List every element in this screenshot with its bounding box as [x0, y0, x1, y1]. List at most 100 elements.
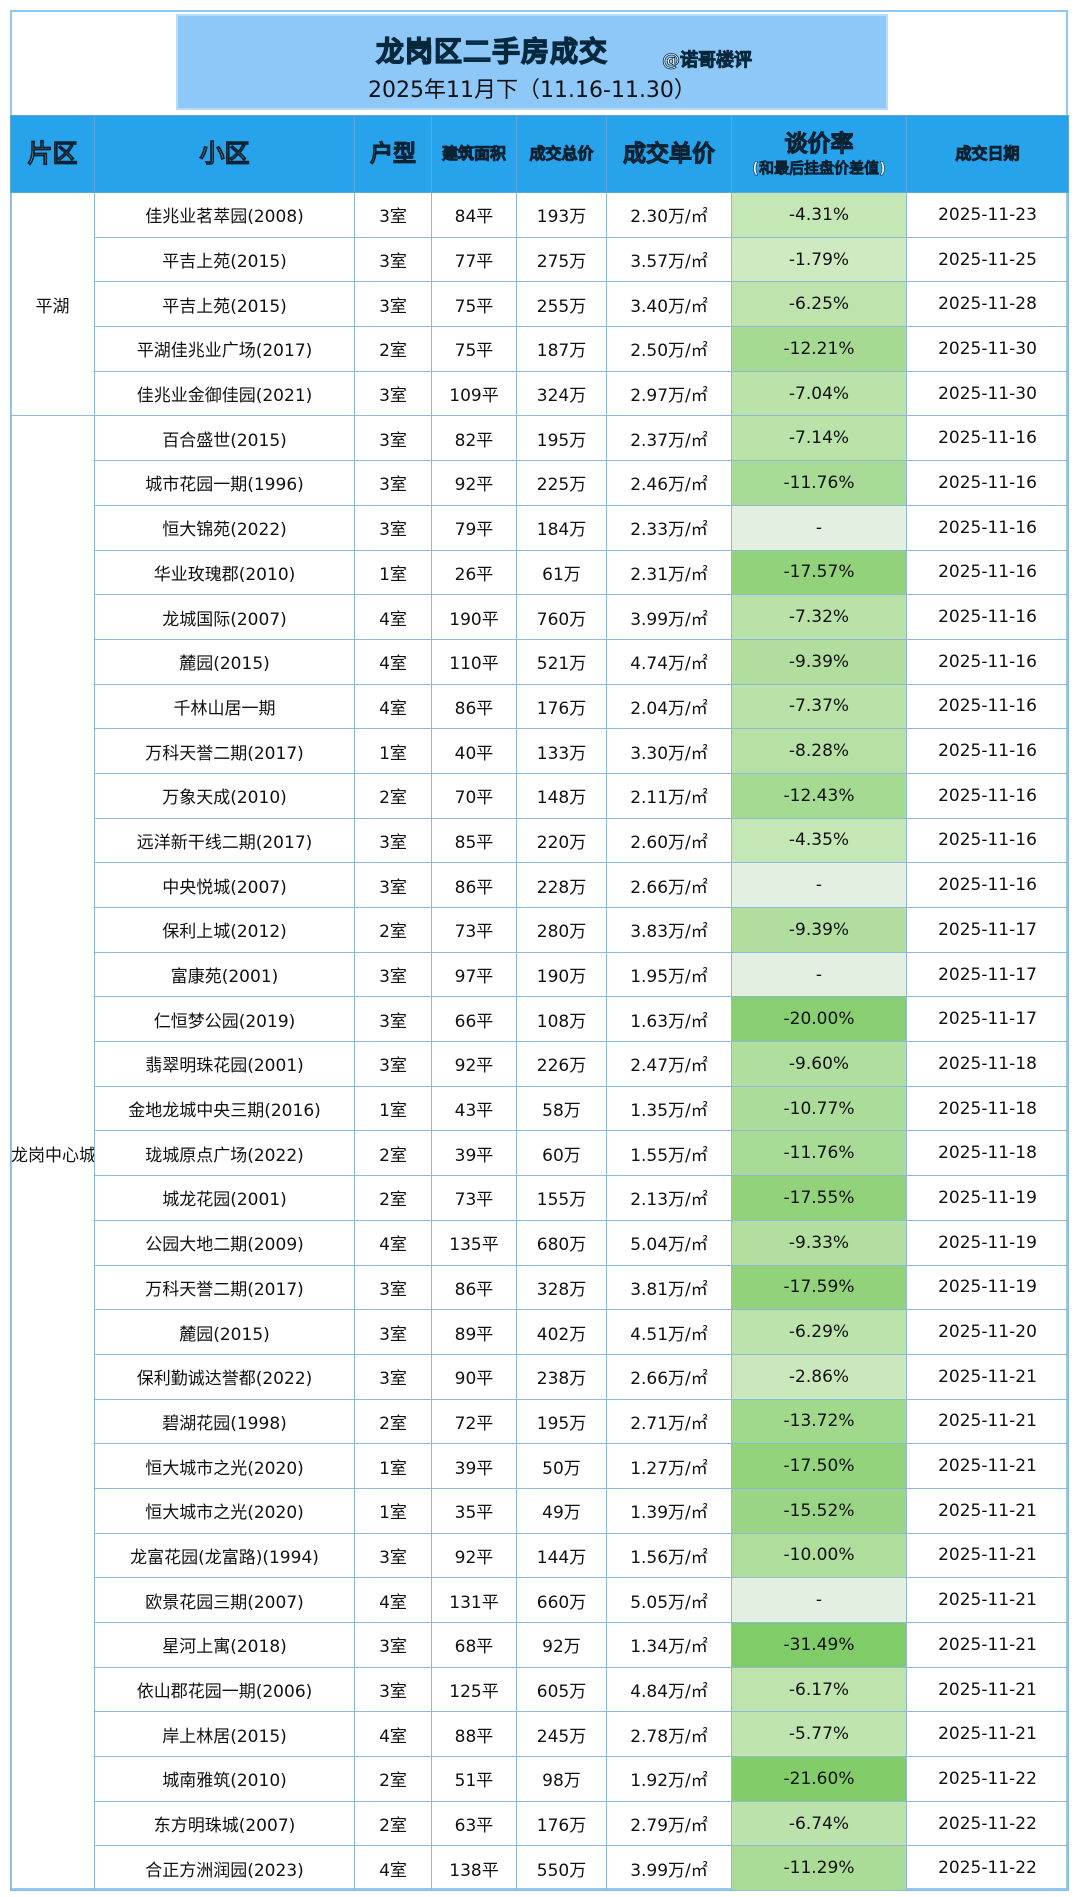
layout-cell: 3室: [354, 1264, 432, 1311]
deal-date-cell: 2025-11-16: [906, 683, 1069, 730]
deal-date-cell: 2025-11-20: [906, 1309, 1069, 1355]
discount-rate-cell: -17.55%: [731, 1175, 907, 1221]
deal-date-cell: 2025-11-18: [906, 1130, 1069, 1177]
table-row: 万象天成(2010) 2室 70平 148万 2.11万/㎡ -12.43% 2025-11…: [11, 772, 1069, 819]
discount-rate-cell: -21.60%: [731, 1756, 907, 1802]
discount-rate-cell: -10.77%: [731, 1085, 907, 1132]
community-cell: 麓园(2015): [94, 1309, 355, 1355]
layout-cell: 1室: [354, 1443, 432, 1489]
size-cell: 90平: [431, 1353, 517, 1400]
total-price-cell: 98万: [516, 1756, 607, 1802]
col-header-rate-label: 谈价率: [784, 131, 854, 158]
layout-cell: 4室: [354, 683, 432, 730]
col-header-community: 小区: [94, 115, 355, 193]
total-price-cell: 108万: [516, 996, 607, 1043]
discount-rate-cell: -12.43%: [731, 772, 907, 819]
discount-rate-cell: -17.59%: [731, 1264, 907, 1311]
unit-price-cell: 2.66万/㎡: [606, 862, 732, 908]
deal-date-cell: 2025-11-19: [906, 1264, 1069, 1311]
unit-price-cell: 2.50万/㎡: [606, 326, 732, 372]
layout-cell: 4室: [354, 594, 432, 640]
discount-rate-cell: -5.77%: [731, 1711, 907, 1758]
size-cell: 92平: [431, 460, 517, 506]
discount-rate-cell: -1.79%: [731, 236, 907, 283]
unit-price-cell: 4.74万/㎡: [606, 638, 732, 685]
size-cell: 68平: [431, 1622, 517, 1668]
table-row: 龙城国际(2007) 4室 190平 760万 3.99万/㎡ -7.32% 2025-11…: [11, 594, 1069, 640]
deal-date-cell: 2025-11-30: [906, 326, 1069, 372]
layout-cell: 3室: [354, 1622, 432, 1668]
unit-price-cell: 3.99万/㎡: [606, 1845, 732, 1892]
author-handle: @诺哥楼评: [662, 50, 753, 72]
col-header-size: 建筑面积: [431, 115, 517, 193]
community-cell: 珑城原点广场(2022): [94, 1130, 355, 1177]
size-cell: 26平: [431, 549, 517, 596]
layout-cell: 2室: [354, 1130, 432, 1177]
size-cell: 35平: [431, 1487, 517, 1534]
community-cell: 华业玫瑰郡(2010): [94, 549, 355, 596]
discount-rate-cell: -: [731, 951, 907, 998]
layout-cell: 4室: [354, 1219, 432, 1266]
layout-cell: 4室: [354, 638, 432, 685]
table-row: 恒大城市之光(2020) 1室 35平 49万 1.39万/㎡ -15.52% 2025-1…: [11, 1487, 1069, 1534]
unit-price-cell: 2.78万/㎡: [606, 1711, 732, 1758]
community-cell: 恒大城市之光(2020): [94, 1443, 355, 1489]
unit-price-cell: 1.92万/㎡: [606, 1756, 732, 1802]
table-row: 珑城原点广场(2022) 2室 39平 60万 1.55万/㎡ -11.76% 2025-1…: [11, 1130, 1069, 1177]
total-price-cell: 92万: [516, 1622, 607, 1668]
unit-price-cell: 1.56万/㎡: [606, 1532, 732, 1579]
layout-cell: 2室: [354, 326, 432, 372]
size-cell: 73平: [431, 1175, 517, 1221]
size-cell: 40平: [431, 728, 517, 774]
table-row: 城龙花园(2001) 2室 73平 155万 2.13万/㎡ -17.55% 2025-11…: [11, 1175, 1069, 1221]
size-cell: 125平: [431, 1666, 517, 1713]
total-price-cell: 550万: [516, 1845, 607, 1892]
layout-cell: 3室: [354, 504, 432, 551]
layout-cell: 1室: [354, 728, 432, 774]
deal-date-cell: 2025-11-21: [906, 1532, 1069, 1579]
layout-cell: 3室: [354, 415, 432, 462]
discount-rate-cell: -10.00%: [731, 1532, 907, 1579]
unit-price-cell: 3.40万/㎡: [606, 281, 732, 328]
unit-price-cell: 5.04万/㎡: [606, 1219, 732, 1266]
total-price-cell: 238万: [516, 1353, 607, 1400]
total-price-cell: 144万: [516, 1532, 607, 1579]
deal-date-cell: 2025-11-18: [906, 1085, 1069, 1132]
size-cell: 75平: [431, 281, 517, 328]
deal-date-cell: 2025-11-30: [906, 370, 1069, 417]
layout-cell: 3室: [354, 996, 432, 1043]
discount-rate-cell: -7.14%: [731, 415, 907, 462]
deal-date-cell: 2025-11-21: [906, 1711, 1069, 1758]
table-row: 平湖 佳兆业茗萃园(2008) 3室 84平 193万 2.30万/㎡ -4.31% 2025…: [10, 191, 1069, 417]
discount-rate-cell: -9.60%: [731, 1041, 907, 1087]
layout-cell: 1室: [354, 1085, 432, 1132]
layout-cell: 3室: [354, 1309, 432, 1355]
discount-rate-cell: -13.72%: [731, 1398, 907, 1445]
layout-cell: 3室: [354, 951, 432, 998]
transactions-table: 片区 小区 户型 建筑面积 成交总价 成交单价 谈价率 (和最后挂盘价差值) 成…: [10, 115, 1069, 1892]
total-price-cell: 184万: [516, 504, 607, 551]
layout-cell: 1室: [354, 1487, 432, 1534]
deal-date-cell: 2025-11-17: [906, 907, 1069, 953]
discount-rate-cell: -9.39%: [731, 638, 907, 685]
size-cell: 77平: [431, 236, 517, 283]
community-cell: 城南雅筑(2010): [94, 1756, 355, 1802]
table-row: 万科天誉二期(2017) 1室 40平 133万 3.30万/㎡ -8.28% 2025-1…: [11, 728, 1069, 774]
table-row: 翡翠明珠花园(2001) 3室 92平 226万 2.47万/㎡ -9.60% 2025-1…: [11, 1041, 1069, 1087]
community-cell: 公园大地二期(2009): [94, 1219, 355, 1266]
size-cell: 86平: [431, 862, 517, 908]
table-row: 万科天誉二期(2017) 3室 86平 328万 3.81万/㎡ -17.59% 2025-…: [11, 1264, 1069, 1311]
community-cell: 远洋新干线二期(2017): [94, 817, 355, 864]
community-cell: 百合盛世(2015): [94, 415, 355, 462]
discount-rate-cell: -20.00%: [731, 996, 907, 1043]
unit-price-cell: 2.47万/㎡: [606, 1041, 732, 1087]
deal-date-cell: 2025-11-18: [906, 1041, 1069, 1087]
unit-price-cell: 2.60万/㎡: [606, 817, 732, 864]
total-price-cell: 680万: [516, 1219, 607, 1266]
layout-cell: 2室: [354, 1175, 432, 1221]
deal-date-cell: 2025-11-16: [906, 728, 1069, 774]
layout-cell: 3室: [354, 817, 432, 864]
table-row: 欧景花园三期(2007) 4室 131平 660万 5.05万/㎡ -2025-11-21: [11, 1577, 1069, 1623]
unit-price-cell: 1.55万/㎡: [606, 1130, 732, 1177]
discount-rate-cell: -11.29%: [731, 1845, 907, 1892]
